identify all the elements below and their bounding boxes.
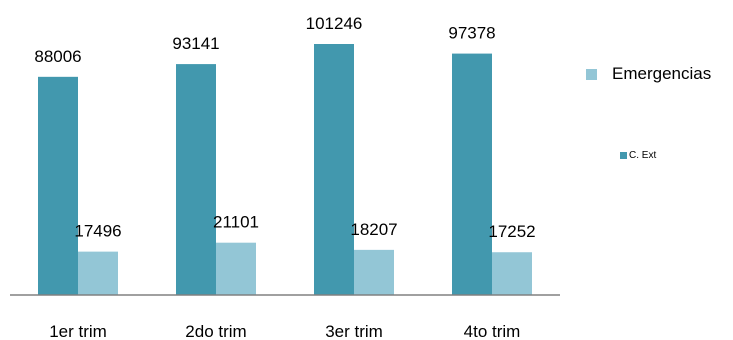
category-labels-group: 1er trim 2do trim 3er trim 4to trim <box>49 322 520 340</box>
bar-c-ext-1er-trim <box>38 76 78 295</box>
category-label-4to-trim: 4to trim <box>464 322 521 340</box>
bar-emergencias-3er-trim <box>354 249 394 295</box>
bar-c-ext-4to-trim <box>452 53 492 295</box>
value-label-emergencias-1er-trim: 17496 <box>74 222 121 241</box>
value-label-c-ext-4to-trim: 97378 <box>448 24 495 43</box>
category-label-2do-trim: 2do trim <box>185 322 246 340</box>
legend-item-emergencias: Emergencias <box>586 64 711 84</box>
value-label-c-ext-1er-trim: 88006 <box>34 47 81 66</box>
legend-swatch-c-ext <box>620 152 627 159</box>
legend-item-c-ext: C. Ext <box>620 150 656 161</box>
bar-emergencias-1er-trim <box>78 251 118 295</box>
legend-label-c-ext: C. Ext <box>629 150 657 161</box>
legend-label-emergencias: Emergencias <box>612 64 712 83</box>
legend-swatch-emergencias <box>586 68 597 80</box>
bars-group <box>38 44 532 295</box>
category-label-1er-trim: 1er trim <box>49 322 107 340</box>
value-label-c-ext-3er-trim: 101246 <box>306 14 363 33</box>
bar-emergencias-2do-trim <box>216 242 256 295</box>
value-labels-group: 88006 17496 93141 21101 101246 18207 97378 1725… <box>34 14 535 241</box>
category-label-3er-trim: 3er trim <box>325 322 383 340</box>
value-label-emergencias-3er-trim: 18207 <box>350 220 397 239</box>
bar-c-ext-2do-trim <box>176 64 216 295</box>
value-label-emergencias-2do-trim: 21101 <box>213 213 259 232</box>
bar-c-ext-3er-trim <box>314 44 354 295</box>
value-label-emergencias-4to-trim: 17252 <box>488 222 535 241</box>
bar-emergencias-4to-trim <box>492 252 532 295</box>
value-label-c-ext-2do-trim: 93141 <box>172 34 219 53</box>
